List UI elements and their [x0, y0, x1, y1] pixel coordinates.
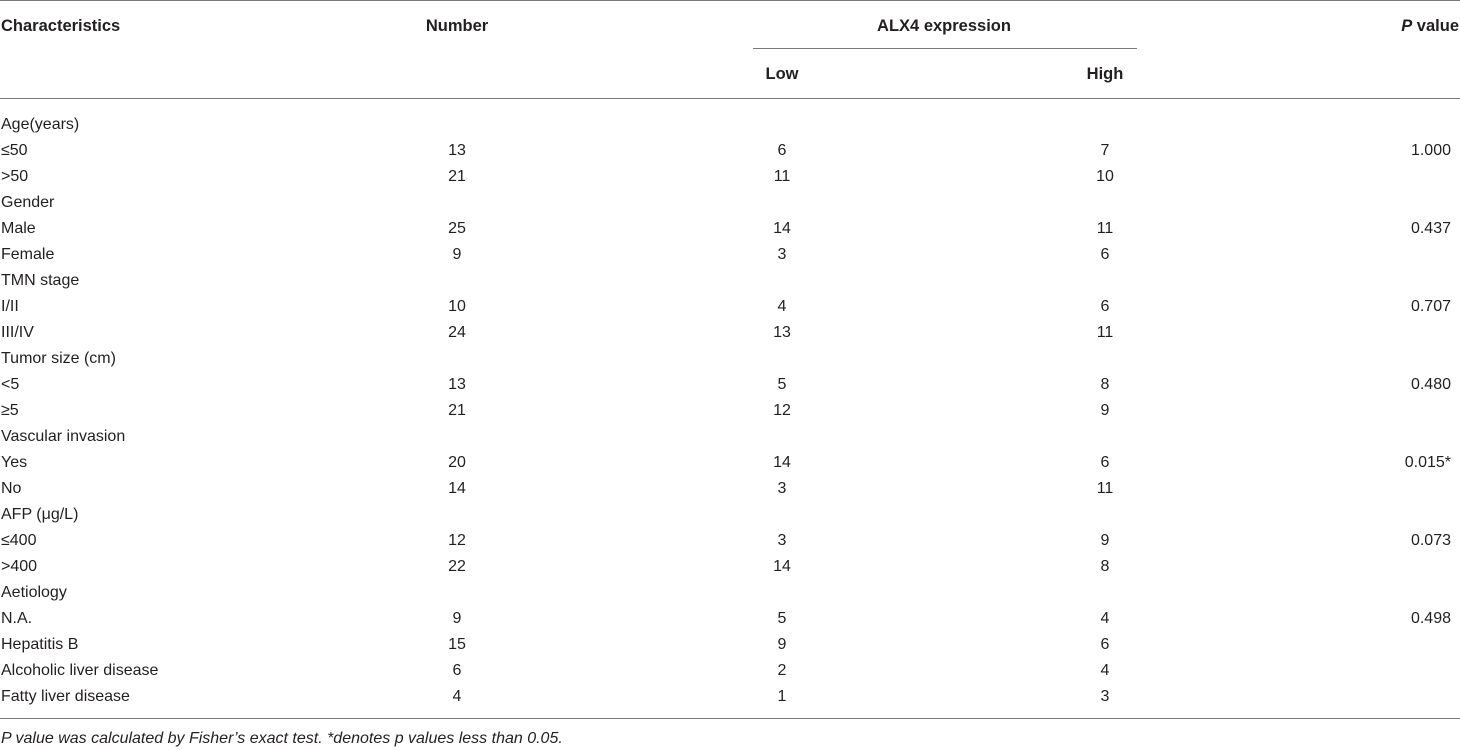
cell-number: 24 [448, 324, 466, 341]
cell-low: 3 [777, 246, 787, 263]
cell-high: 11 [1096, 324, 1114, 341]
header-p-value: P value [1401, 16, 1459, 36]
header-value-word: value [1412, 17, 1459, 35]
cell-low: 14 [773, 558, 791, 575]
cell-high: 4 [1100, 662, 1110, 679]
table-body: Age(years) ≤50 13 6 7 1.000 >50 21 11 10 Gender Mal… [1, 116, 1451, 705]
expression-group-rule [753, 48, 1137, 49]
cell-number: 9 [452, 610, 462, 627]
row-label: <5 [1, 376, 20, 393]
header-alx4-expression: ALX4 expression [877, 17, 1011, 35]
cell-number: 9 [452, 246, 462, 263]
cell-high: 11 [1096, 480, 1114, 497]
row-label: >400 [1, 558, 38, 575]
row-label: Female [1, 246, 55, 263]
cell-number: 25 [448, 220, 466, 237]
row-label: N.A. [1, 610, 33, 627]
cell-high: 8 [1100, 376, 1110, 393]
cell-number: 21 [448, 168, 466, 185]
cell-high: 6 [1100, 454, 1110, 471]
cell-p-value: 1.000 [1410, 142, 1451, 159]
row-label: Aetiology [1, 584, 67, 601]
header-high: High [1086, 65, 1124, 83]
cell-number: 6 [452, 662, 462, 679]
cell-low: 11 [773, 168, 791, 185]
header-number: Number [425, 17, 489, 35]
cell-high: 3 [1100, 688, 1110, 705]
cell-high: 4 [1100, 610, 1110, 627]
row-label: AFP (μg/L) [1, 506, 79, 523]
cell-number: 13 [448, 376, 466, 393]
header-low: Low [765, 65, 799, 83]
cell-p-value: 0.498 [1410, 610, 1451, 627]
row-label: Male [1, 220, 36, 237]
cell-high: 11 [1096, 220, 1114, 237]
cell-low: 9 [777, 636, 787, 653]
table-top-rule [0, 0, 1460, 1]
row-label: Age(years) [1, 116, 80, 133]
cell-low: 14 [773, 454, 791, 471]
cell-high: 9 [1100, 532, 1110, 549]
cell-p-value: 0.437 [1410, 220, 1451, 237]
row-label: III/IV [1, 324, 34, 341]
cell-high: 7 [1100, 142, 1110, 159]
header-p-letter: P [1401, 17, 1413, 35]
cell-low: 12 [773, 402, 791, 419]
cell-high: 6 [1100, 298, 1110, 315]
row-label: Tumor size (cm) [1, 350, 116, 367]
cell-low: 4 [777, 298, 787, 315]
cell-p-value: 0.707 [1410, 298, 1451, 315]
cell-number: 20 [448, 454, 466, 471]
row-label: TMN stage [1, 272, 80, 289]
cell-low: 13 [773, 324, 791, 341]
cell-p-value: 0.015* [1404, 454, 1451, 471]
cell-p-value: 0.480 [1410, 376, 1451, 393]
row-label: Fatty liver disease [1, 688, 130, 705]
cell-p-value: 0.073 [1410, 532, 1451, 549]
row-label: Yes [1, 454, 28, 471]
cell-low: 3 [777, 480, 787, 497]
row-label: ≤50 [1, 142, 28, 159]
cell-number: 10 [448, 298, 466, 315]
row-label: Vascular invasion [1, 428, 126, 445]
cell-number: 13 [448, 142, 466, 159]
cell-low: 14 [773, 220, 791, 237]
header-characteristics: Characteristics [1, 17, 121, 35]
cell-low: 6 [777, 142, 787, 159]
cell-number: 4 [452, 688, 462, 705]
cell-number: 12 [448, 532, 466, 549]
row-label: No [1, 480, 22, 497]
cell-low: 2 [777, 662, 787, 679]
row-label: >50 [1, 168, 29, 185]
cell-low: 1 [777, 688, 787, 705]
row-label: Alcoholic liver disease [1, 662, 159, 679]
row-label: Gender [1, 194, 55, 211]
cell-low: 5 [777, 376, 787, 393]
cell-low: 5 [777, 610, 787, 627]
cell-high: 10 [1096, 168, 1114, 185]
header-bottom-rule [0, 98, 1460, 99]
row-label: ≤400 [1, 532, 37, 549]
cell-high: 6 [1100, 636, 1110, 653]
cell-number: 15 [448, 636, 466, 653]
cell-number: 22 [448, 558, 466, 575]
cell-high: 6 [1100, 246, 1110, 263]
cell-high: 9 [1100, 402, 1110, 419]
cell-low: 3 [777, 532, 787, 549]
cell-high: 8 [1100, 558, 1110, 575]
row-label: I/II [1, 298, 19, 315]
row-label: Hepatitis B [1, 636, 79, 653]
cell-number: 21 [448, 402, 466, 419]
table-footnote: P value was calculated by Fisher’s exact… [1, 730, 563, 747]
cell-number: 14 [448, 480, 466, 497]
table-bottom-rule [0, 718, 1460, 719]
row-label: ≥5 [1, 402, 19, 419]
